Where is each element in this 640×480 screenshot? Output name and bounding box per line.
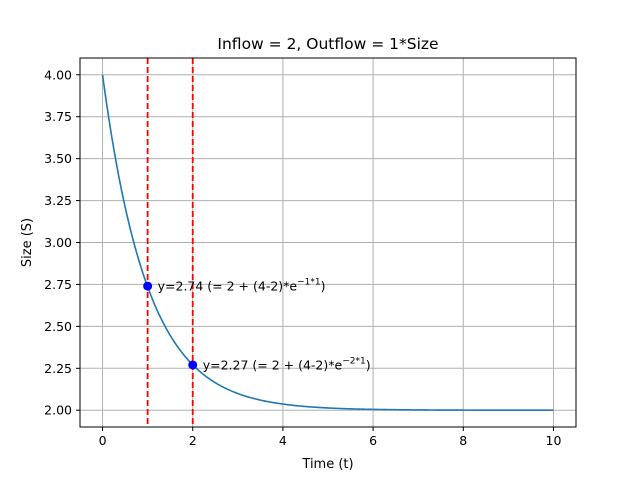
x-tick-label: 6	[369, 433, 377, 448]
annotation-label: y=2.74 (= 2 + (4-2)*e−1*1)	[158, 278, 326, 294]
chart-title: Inflow = 2, Outflow = 1*Size	[217, 35, 438, 53]
y-axis-ticks: 2.00 2.25 2.50 2.75 3.00 3.25 3.50 3.75 4.00	[44, 67, 80, 418]
annotation-label: y=2.27 (= 2 + (4-2)*e−2*1)	[203, 356, 371, 372]
x-tick-label: 2	[189, 433, 197, 448]
x-tick-label: 10	[546, 433, 562, 448]
y-tick-label: 3.00	[44, 235, 72, 250]
data-point	[143, 281, 153, 291]
y-tick-label: 3.50	[44, 151, 72, 166]
data-point	[188, 360, 198, 370]
x-tick-label: 4	[279, 433, 287, 448]
y-tick-label: 3.25	[44, 193, 72, 208]
x-axis-label: Time (t)	[301, 457, 353, 472]
y-tick-label: 2.75	[44, 277, 72, 292]
y-tick-label: 2.50	[44, 319, 72, 334]
y-tick-label: 2.25	[44, 361, 72, 376]
y-tick-label: 3.75	[44, 109, 72, 124]
highlight-points	[143, 281, 198, 370]
x-tick-label: 0	[99, 433, 107, 448]
y-tick-label: 4.00	[44, 67, 72, 82]
x-axis-ticks: 0 2 4 6 8 10	[99, 427, 562, 448]
y-tick-label: 2.00	[44, 403, 72, 418]
x-tick-label: 8	[459, 433, 467, 448]
annotations: y=2.74 (= 2 + (4-2)*e−1*1) y=2.27 (= 2 + …	[158, 278, 371, 373]
y-axis-label: Size (S)	[20, 218, 35, 267]
series-line	[101, 74, 554, 412]
series-lines	[101, 74, 554, 412]
grid-lines	[80, 58, 576, 427]
